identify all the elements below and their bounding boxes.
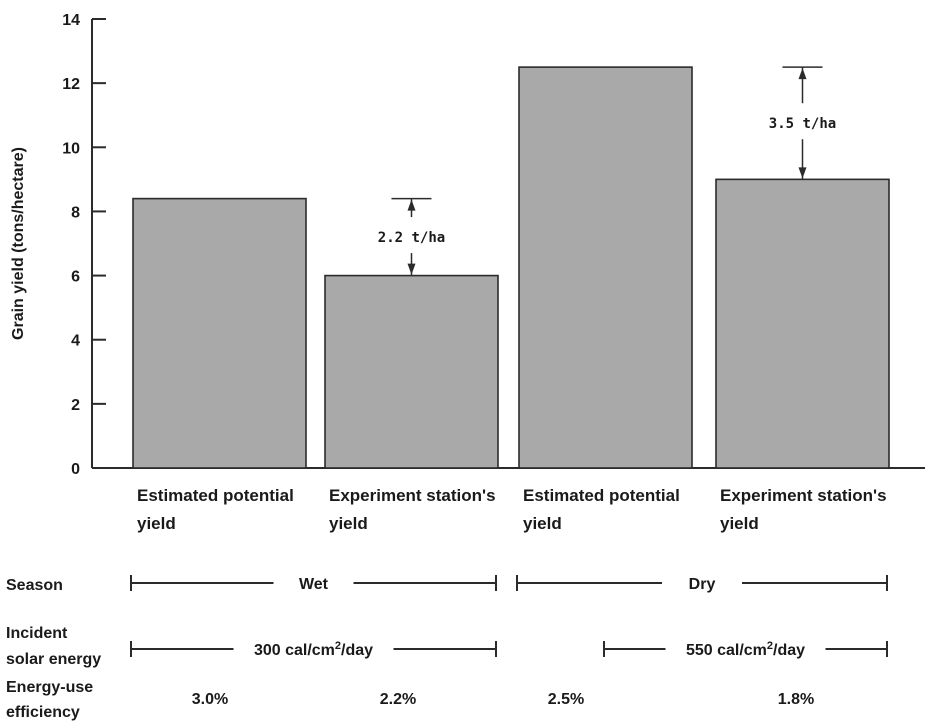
y-tick-label: 10 bbox=[62, 140, 80, 157]
gap-label: 3.5 t/ha bbox=[769, 116, 836, 132]
season-range-label: Dry bbox=[689, 576, 716, 593]
efficiency-value: 2.5% bbox=[548, 691, 584, 708]
efficiency-label: efficiency bbox=[6, 704, 80, 721]
y-tick-label: 6 bbox=[71, 269, 80, 286]
efficiency-value: 1.8% bbox=[778, 691, 814, 708]
category-label: yield bbox=[137, 514, 176, 533]
category-label: yield bbox=[523, 514, 562, 533]
category-label: Estimated potential bbox=[137, 486, 294, 505]
category-label: yield bbox=[720, 514, 759, 533]
y-tick-label: 0 bbox=[71, 461, 80, 478]
arrow-down-icon bbox=[798, 167, 807, 179]
efficiency-value: 2.2% bbox=[380, 691, 416, 708]
bar-2 bbox=[324, 274, 499, 469]
y-tick-label: 12 bbox=[62, 76, 80, 93]
y-tick-label: 4 bbox=[71, 333, 80, 350]
y-tick-label: 14 bbox=[62, 12, 80, 29]
category-label: Experiment station's bbox=[720, 486, 887, 505]
efficiency-value: 3.0% bbox=[192, 691, 228, 708]
y-tick-label: 2 bbox=[71, 397, 80, 414]
season-label: Season bbox=[6, 577, 63, 594]
solar-energy-label: Incident bbox=[6, 625, 68, 642]
category-label: yield bbox=[329, 514, 368, 533]
y-tick-label: 8 bbox=[71, 204, 80, 221]
category-label: Estimated potential bbox=[523, 486, 680, 505]
bar-4 bbox=[715, 178, 890, 469]
arrow-up-icon bbox=[407, 199, 416, 211]
y-axis-title: Grain yield (tons/hectare) bbox=[10, 147, 27, 340]
bar-3 bbox=[518, 66, 693, 469]
efficiency-label: Energy-use bbox=[6, 679, 93, 696]
season-range-label: Wet bbox=[299, 576, 329, 593]
category-label: Experiment station's bbox=[329, 486, 496, 505]
solar-range-label: 300 cal/cm2/day bbox=[254, 640, 373, 659]
bar-1 bbox=[132, 197, 307, 469]
arrow-down-icon bbox=[407, 263, 416, 275]
solar-range-label: 550 cal/cm2/day bbox=[686, 640, 805, 659]
arrow-up-icon bbox=[798, 68, 807, 80]
gap-label: 2.2 t/ha bbox=[378, 230, 445, 246]
solar-energy-label: solar energy bbox=[6, 651, 101, 668]
